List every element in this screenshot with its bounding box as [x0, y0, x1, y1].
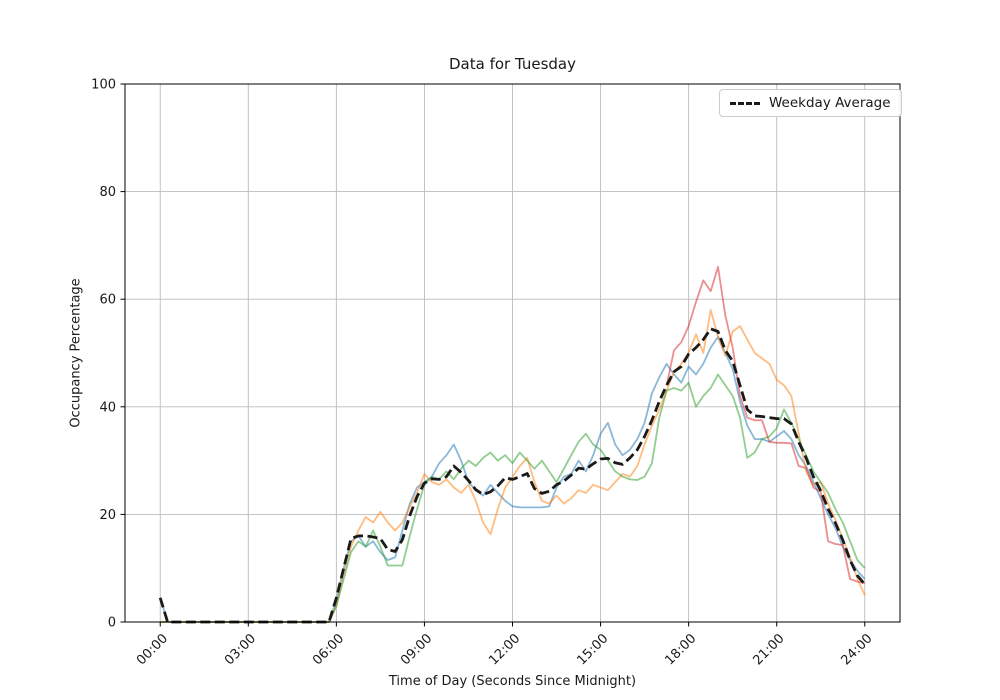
series-weekday-line-4: [665, 266, 866, 585]
x-axis-label: Time of Day (Seconds Since Midnight): [388, 674, 637, 689]
x-tick-label: 18:00: [662, 631, 699, 668]
legend-label: Weekday Average: [769, 95, 891, 111]
x-tick-label: 21:00: [750, 631, 787, 668]
x-tick-label: 24:00: [839, 631, 876, 668]
chart-title: Data for Tuesday: [448, 55, 576, 73]
x-tick-label: 15:00: [574, 631, 611, 668]
dashed-line-swatch-icon: [730, 101, 760, 105]
x-tick-label: 00:00: [134, 631, 171, 668]
x-tick-label: 03:00: [222, 631, 259, 668]
x-tick-label: 06:00: [310, 631, 347, 668]
y-tick-label: 0: [108, 616, 116, 631]
y-tick-label: 80: [99, 185, 116, 200]
y-tick-label: 20: [99, 508, 116, 523]
y-axis-label: Occupancy Percentage: [68, 278, 84, 428]
y-tick-label: 100: [91, 78, 116, 93]
y-tick-label: 40: [99, 400, 116, 415]
legend: Weekday Average: [719, 89, 902, 117]
x-tick-label: 09:00: [398, 631, 435, 668]
x-tick-label: 12:00: [486, 631, 523, 668]
y-tick-label: 60: [99, 293, 116, 308]
y-axis-ticks: 0 20 40 60 80 100: [91, 78, 125, 631]
x-axis-ticks: 00:00 03:00 06:00 09:00 12:00 15:00 18:00 21:00…: [134, 622, 876, 668]
gridlines: [125, 83, 900, 623]
